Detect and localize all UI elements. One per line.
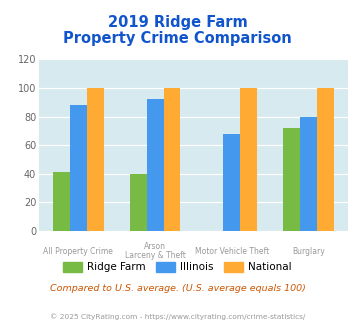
Text: 2019 Ridge Farm: 2019 Ridge Farm [108, 15, 247, 30]
Bar [283, 128, 300, 231]
Legend: Ridge Farm, Illinois, National: Ridge Farm, Illinois, National [59, 258, 296, 277]
Bar [87, 88, 104, 231]
Text: Property Crime Comparison: Property Crime Comparison [63, 31, 292, 46]
Bar [164, 88, 180, 231]
Bar [130, 174, 147, 231]
Text: All Property Crime: All Property Crime [43, 247, 113, 256]
Bar [317, 88, 334, 231]
Text: Motor Vehicle Theft: Motor Vehicle Theft [195, 247, 269, 256]
Text: Arson: Arson [144, 243, 166, 251]
Text: © 2025 CityRating.com - https://www.cityrating.com/crime-statistics/: © 2025 CityRating.com - https://www.city… [50, 314, 305, 320]
Bar [300, 116, 317, 231]
Bar [240, 88, 257, 231]
Bar [53, 172, 70, 231]
Bar [70, 105, 87, 231]
Text: Larceny & Theft: Larceny & Theft [125, 251, 186, 260]
Text: Burglary: Burglary [292, 247, 325, 256]
Bar [223, 134, 240, 231]
Bar [147, 99, 164, 231]
Text: Compared to U.S. average. (U.S. average equals 100): Compared to U.S. average. (U.S. average … [50, 284, 305, 293]
